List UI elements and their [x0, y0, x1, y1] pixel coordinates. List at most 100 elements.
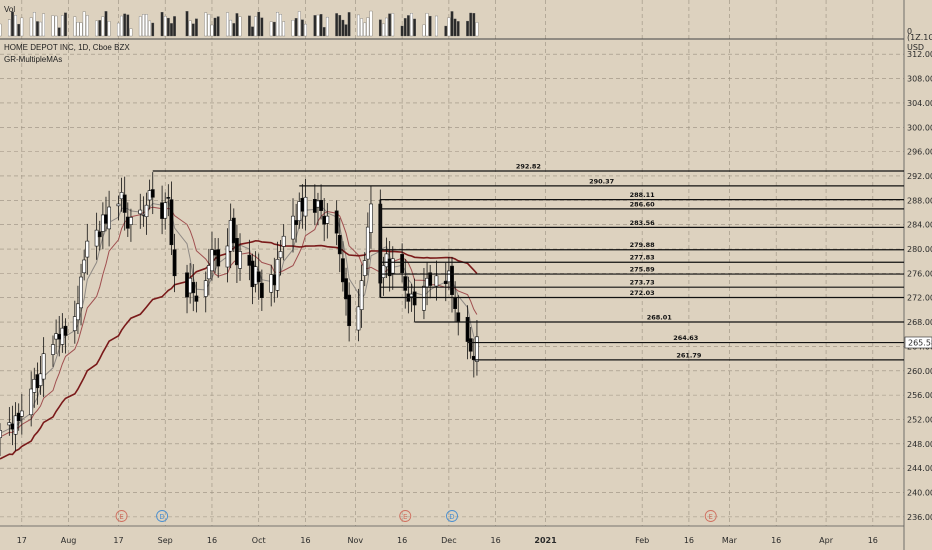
volume-bar [313, 15, 317, 37]
candle [194, 295, 199, 302]
volume-bar [42, 13, 45, 37]
candle [129, 217, 133, 225]
volume-bar [226, 12, 229, 37]
x-tick-label: Feb [635, 536, 649, 545]
level-label: 283.56 [630, 219, 656, 227]
candle [384, 253, 389, 268]
dividend-marker[interactable] [156, 510, 169, 522]
candle [409, 293, 414, 298]
volume-bar [475, 22, 479, 37]
candle [54, 333, 59, 340]
x-tick-label: 17 [17, 536, 27, 545]
volume-bar [391, 13, 395, 37]
volume-bar [413, 18, 416, 37]
level-label: 279.88 [630, 241, 656, 249]
volume-bar [36, 21, 39, 37]
indicator-label[interactable]: GR-MultipleMAs [4, 55, 62, 64]
volume-bar [173, 16, 176, 37]
y-tick-label: 300.00 [907, 123, 932, 132]
earnings-marker[interactable] [115, 510, 128, 522]
candle [422, 285, 426, 311]
candle [228, 220, 233, 252]
y-tick-label: 304.00 [907, 99, 932, 108]
volume-last-value: 0 [907, 27, 912, 36]
candle [191, 282, 196, 294]
earnings-marker-label: E [119, 513, 123, 521]
y-tick-label: 236.00 [907, 513, 932, 522]
candle [141, 214, 146, 216]
candle [272, 274, 277, 286]
candle [347, 294, 352, 327]
candle [294, 220, 299, 225]
candle [259, 282, 264, 299]
volume-bar [238, 16, 242, 37]
dividend-marker[interactable] [446, 510, 458, 522]
volume-bar [95, 20, 98, 37]
candle [147, 190, 152, 201]
candle [76, 303, 80, 321]
grid [0, 0, 904, 526]
level-label: 288.11 [630, 191, 656, 199]
volume-bar [422, 24, 426, 37]
time-axis[interactable]: 17 Aug 17 Sep 16 Oct 16 Nov 16 Dec 16 2021 Feb 16 Mar 1… [17, 536, 878, 545]
volume-bar [425, 13, 429, 37]
price-axis[interactable]: 312.00 308.00 304.00 300.00 296.00 292.00 288.… [907, 50, 932, 522]
candle [32, 378, 37, 393]
volume-bar [101, 16, 105, 37]
candle [275, 259, 280, 291]
candle [316, 200, 320, 208]
candle [365, 226, 370, 260]
volume-bar [82, 11, 86, 37]
symbol-title[interactable]: HOME DEPOT INC, 1D, Cboe BZX [4, 43, 130, 52]
volume-bar [251, 26, 254, 37]
level-label: 290.37 [589, 177, 614, 185]
candle [356, 306, 361, 331]
volume-bar [257, 11, 261, 37]
volume-bar [160, 12, 164, 37]
volume-bar [123, 13, 127, 37]
candle [172, 249, 177, 277]
volume-bar [428, 15, 432, 37]
volume-bar [322, 27, 326, 37]
volume-bar [403, 18, 407, 37]
candle [344, 278, 348, 300]
candle [303, 196, 308, 217]
dividend-marker-label: D [159, 513, 164, 521]
volume-bar [188, 20, 192, 37]
x-tick-label: Sep [158, 536, 173, 545]
volume-bar [407, 15, 410, 37]
candle [387, 258, 392, 277]
candle [29, 388, 34, 416]
volume-bar [456, 21, 460, 37]
candle [188, 277, 193, 294]
candle [278, 251, 283, 259]
x-tick-label: 16 [397, 536, 407, 545]
volume-bar [450, 11, 454, 37]
level-label: 286.60 [630, 200, 656, 208]
level-label: 264.63 [673, 334, 698, 342]
y-tick-label: 244.00 [907, 464, 932, 473]
level-label: 261.79 [676, 351, 702, 359]
candle [400, 254, 405, 274]
candle [160, 202, 164, 219]
x-tick-label: 16 [300, 536, 310, 545]
candle [231, 217, 236, 244]
volume-bar [57, 27, 61, 37]
earnings-marker[interactable] [399, 510, 412, 522]
candle [79, 276, 83, 309]
candle [41, 353, 46, 380]
volume-bar [341, 19, 345, 37]
candle [51, 344, 55, 355]
x-tick-label: Dec [441, 536, 456, 545]
price-tag: 265.58 [904, 336, 932, 349]
volume-bar [204, 12, 208, 37]
volume-bar [60, 15, 64, 37]
candle [60, 327, 65, 345]
candle [456, 312, 461, 322]
earnings-marker-label: E [709, 513, 713, 521]
candle [104, 214, 108, 224]
earnings-marker[interactable] [704, 510, 717, 522]
candle [203, 280, 208, 297]
